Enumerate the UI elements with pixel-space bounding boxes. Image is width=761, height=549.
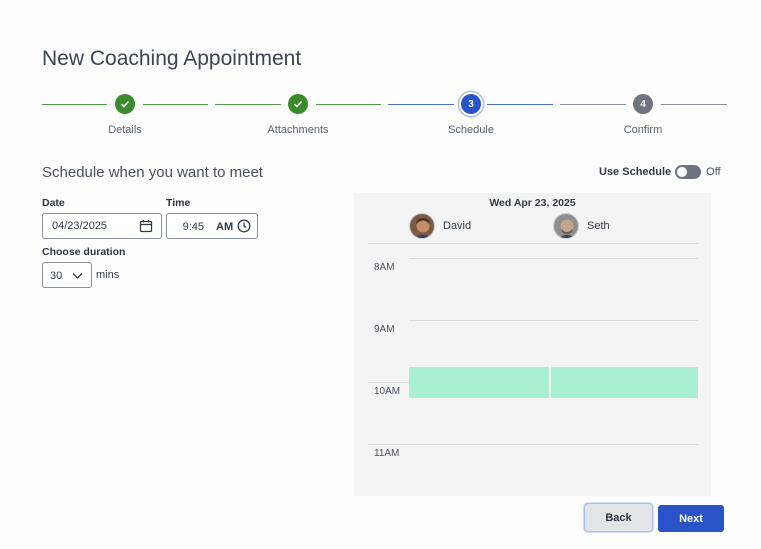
date-field[interactable]: 04/23/2025 [42,213,162,239]
calendar-divider [368,243,698,244]
step-label-attachments[interactable]: Attachments [267,124,329,136]
duration-label: Choose duration [42,246,126,258]
schedule-calendar: Wed Apr 23, 2025 David Seth 8AM 9AM [354,193,711,496]
time-label: Time [166,197,191,209]
step-label-details[interactable]: Details [108,124,142,136]
hour-label-8am: 8AM [374,262,395,273]
attendee-david: David [409,213,471,239]
stepper-connector [661,104,727,105]
chevron-down-icon [72,271,83,283]
stepper-connector [388,104,454,105]
appointment-slot-seth[interactable] [551,367,698,398]
clock-icon[interactable] [237,219,251,236]
step-label-schedule[interactable]: Schedule [448,124,494,136]
avatar [409,213,435,239]
appointment-slot-david[interactable] [409,367,549,398]
attendee-seth: Seth [553,213,610,239]
date-value: 04/23/2025 [52,220,108,232]
duration-select[interactable]: 30 [42,262,92,288]
use-schedule-control: Use Schedule Off [599,165,721,179]
page-title: New Coaching Appointment [42,47,302,70]
back-button[interactable]: Back [585,504,652,531]
schedule-heading: Schedule when you want to meet [42,164,263,181]
attendee-name: David [443,220,472,232]
stepper-connector [42,104,107,105]
toggle-knob [677,167,688,177]
use-schedule-label: Use Schedule [599,166,672,178]
step-confirm-marker[interactable]: 4 [633,94,653,114]
step-attachments-check-icon[interactable] [288,94,308,114]
stepper-connector [560,104,626,105]
calendar-icon[interactable] [139,219,153,236]
avatar [553,213,579,239]
calendar-date-header: Wed Apr 23, 2025 [489,197,576,209]
date-label: Date [42,197,65,209]
time-ampm[interactable]: AM [216,221,234,233]
stepper-connector [143,104,208,105]
hour-gridline [409,320,698,321]
step-schedule-marker[interactable]: 3 [461,94,481,114]
stepper-connector [487,104,553,105]
step-details-check-icon[interactable] [115,94,135,114]
hour-gridline [409,258,698,259]
attendee-name: Seth [587,220,610,232]
duration-value: 30 [50,270,63,282]
hour-gridline [368,382,409,383]
use-schedule-state: Off [706,166,721,178]
time-field[interactable]: 9:45 AM [166,213,258,239]
use-schedule-toggle[interactable] [675,165,702,179]
hour-gridline [368,444,698,445]
hour-label-11am: 11AM [374,448,400,459]
hour-label-10am: 10AM [374,386,401,397]
stepper-connector [215,104,281,105]
next-button[interactable]: Next [658,505,724,532]
duration-unit: mins [96,269,120,281]
time-value[interactable]: 9:45 [182,221,204,233]
hour-label-9am: 9AM [374,324,395,335]
stepper-connector [316,104,381,105]
step-label-confirm[interactable]: Confirm [623,124,663,136]
